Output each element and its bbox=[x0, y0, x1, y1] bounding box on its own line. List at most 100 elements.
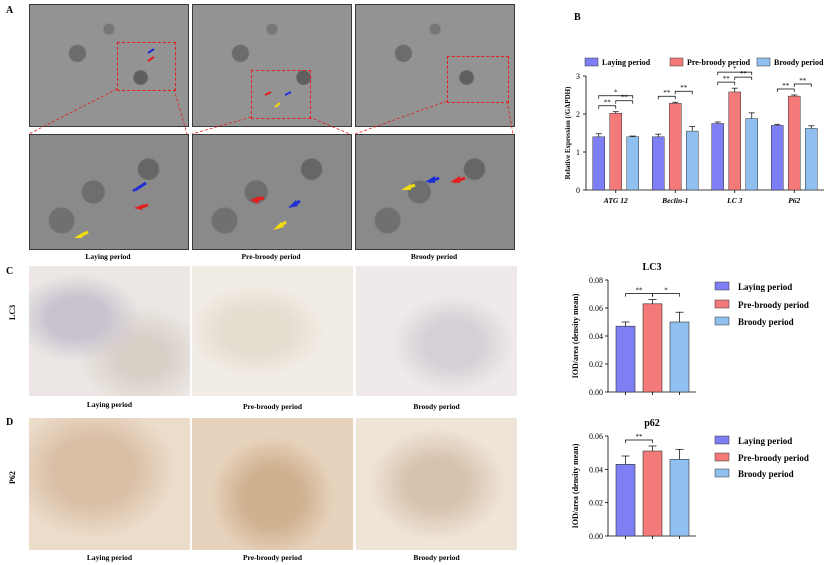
caption-c-laying: Laying period bbox=[86, 400, 133, 409]
chart-b-legend: Laying period Pre-broody period Broody p… bbox=[584, 57, 824, 67]
panel-label-b: B bbox=[574, 12, 581, 23]
caption-a-broody: Broody period bbox=[410, 252, 458, 261]
chart-c-sig-line bbox=[652, 293, 680, 297]
chart-b-gene-expression: Laying period Pre-broody period Broody p… bbox=[564, 57, 824, 205]
zoom-box-prebroody bbox=[251, 70, 311, 119]
chart-c-bar bbox=[642, 303, 663, 393]
arrow-red-prebroody bbox=[250, 196, 265, 204]
chart-b-y-label: Relative Expression (/GAPDH) bbox=[564, 86, 572, 179]
legend-d-swatch-prebroody bbox=[714, 452, 730, 462]
chart-b-bar bbox=[771, 125, 784, 191]
chart-b-sig-label: ** bbox=[680, 84, 688, 92]
chart-d-ytick-label: 0.04 bbox=[589, 465, 603, 474]
chart-b-bar bbox=[728, 91, 741, 191]
chart-b-xtick-label: P62 bbox=[788, 196, 800, 205]
chart-c-legend: Laying period Pre-broody period Broody p… bbox=[714, 281, 809, 327]
caption-d-prebroody: Pre-broody period bbox=[242, 553, 303, 562]
legend-swatch-laying bbox=[584, 57, 599, 67]
legend-label-prebroody: Pre-broody period bbox=[687, 58, 751, 67]
legend-c-label-prebroody: Pre-broody period bbox=[738, 300, 809, 310]
chart-b-sig-label: ** bbox=[663, 89, 671, 97]
caption-c-prebroody: Pre-broody period bbox=[242, 402, 303, 411]
chart-c-title: LC3 bbox=[643, 262, 662, 273]
chart-c-ytick-label: 0.02 bbox=[589, 360, 603, 369]
tem-arrows bbox=[74, 48, 466, 239]
arrow-red-top-prebroody bbox=[264, 91, 272, 96]
chart-b-sig-line bbox=[793, 83, 812, 87]
ihc-p62-broody bbox=[356, 418, 517, 550]
legend-d-swatch-broody bbox=[714, 468, 730, 478]
chart-c-ytick-label: 0.00 bbox=[589, 388, 603, 397]
chart-d-sig-line bbox=[625, 439, 653, 443]
chart-b-ytick-label: 1 bbox=[576, 148, 580, 157]
legend-d-label-prebroody: Pre-broody period bbox=[738, 453, 809, 463]
chart-d-legend: Laying period Pre-broody period Broody p… bbox=[714, 435, 809, 479]
chart-b-ytick-label: 3 bbox=[576, 72, 580, 81]
chart-b-bar bbox=[711, 123, 724, 191]
legend-swatch-broody bbox=[756, 57, 771, 67]
chart-d-sig-label: ** bbox=[636, 433, 644, 441]
legend-label-broody: Broody period bbox=[774, 58, 824, 67]
chart-b-sig-label: ** bbox=[621, 94, 629, 102]
ihc-p62-laying bbox=[29, 418, 190, 550]
chart-b-bar bbox=[669, 103, 682, 191]
chart-b-bar bbox=[592, 136, 605, 191]
chart-b-sig-line bbox=[776, 88, 795, 92]
legend-c-label-broody: Broody period bbox=[738, 317, 794, 327]
arrow-yellow-prebroody bbox=[273, 220, 287, 230]
row-label-p62: P62 bbox=[8, 471, 17, 484]
chart-c-bar bbox=[615, 325, 636, 393]
caption-c-broody: Broody period bbox=[413, 402, 460, 411]
chart-d-ytick-label: 0.02 bbox=[589, 499, 603, 508]
chart-b-sig-label: ** bbox=[799, 77, 807, 85]
legend-c-label-laying: Laying period bbox=[738, 282, 792, 292]
chart-b-ytick-label: 0 bbox=[576, 186, 580, 195]
chart-b-sig-line bbox=[717, 71, 753, 76]
legend-swatch-prebroody bbox=[669, 57, 684, 67]
chart-b-sig-line bbox=[657, 95, 676, 100]
arrow-red-broody bbox=[450, 176, 466, 184]
chart-b-xtick-label: LC 3 bbox=[726, 196, 742, 205]
chart-d-bar bbox=[615, 464, 636, 537]
chart-b-bar bbox=[626, 136, 639, 191]
chart-b-xtick-label: Beclin-1 bbox=[661, 196, 688, 205]
chart-c-ytick-label: 0.06 bbox=[589, 304, 603, 313]
zoom-connector-lines bbox=[28, 88, 514, 135]
tem-laying-zoom bbox=[29, 134, 189, 250]
chart-b-sig-label: ** bbox=[740, 70, 748, 78]
chart-b-ytick-label: 2 bbox=[576, 110, 580, 119]
arrow-blue-broody bbox=[425, 176, 440, 184]
tem-prebroody-overview bbox=[192, 4, 352, 127]
zoom-box-laying bbox=[117, 42, 176, 91]
legend-d-label-broody: Broody period bbox=[738, 469, 794, 479]
chart-d-bar bbox=[669, 459, 690, 537]
chart-b-bar bbox=[788, 95, 801, 191]
legend-d-swatch-laying bbox=[714, 435, 730, 445]
legend-label-laying: Laying period bbox=[602, 58, 651, 67]
arrow-blue-top-prebroody bbox=[284, 91, 292, 96]
tem-broody-zoom bbox=[355, 134, 515, 250]
panel-label-c: C bbox=[6, 266, 14, 277]
ihc-p62-prebroody bbox=[192, 418, 353, 550]
tem-broody-overview bbox=[355, 4, 515, 127]
ihc-lc3-laying bbox=[29, 266, 190, 396]
arrow-red-laying bbox=[134, 203, 149, 210]
chart-d-ytick-label: 0.00 bbox=[589, 532, 603, 541]
chart-d-ytick-label: 0.06 bbox=[589, 432, 603, 441]
chart-b-sig-label: * bbox=[733, 65, 737, 73]
chart-d-title: p62 bbox=[644, 418, 660, 429]
legend-c-swatch-laying bbox=[714, 281, 730, 291]
chart-b-sig-line bbox=[717, 81, 736, 86]
tem-laying-overview bbox=[29, 4, 189, 127]
caption-d-broody: Broody period bbox=[413, 553, 460, 562]
legend-d-label-laying: Laying period bbox=[738, 436, 792, 446]
chart-b-sig-line bbox=[598, 95, 634, 99]
arrow-yellow-laying bbox=[74, 230, 89, 239]
chart-c-ytick-label: 0.04 bbox=[589, 332, 603, 341]
chart-b-sig-line bbox=[674, 90, 693, 95]
arrow-yellow-top-prebroody bbox=[274, 102, 281, 108]
ihc-lc3-prebroody bbox=[192, 266, 353, 396]
chart-c-sig-label: * bbox=[664, 287, 668, 295]
legend-c-swatch-broody bbox=[714, 316, 730, 326]
zoom-box-broody bbox=[447, 56, 509, 103]
